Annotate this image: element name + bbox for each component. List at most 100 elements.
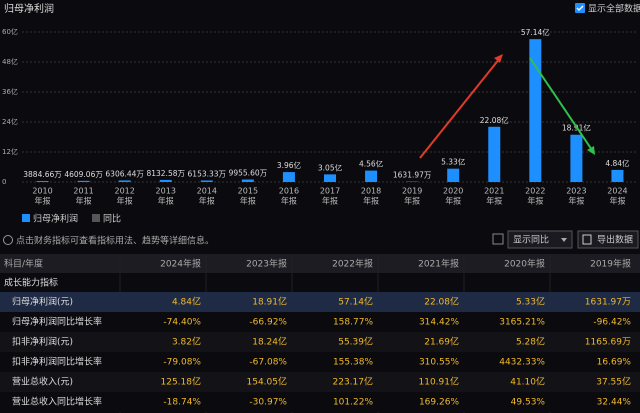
bar [529, 39, 542, 183]
value-label: 57.14亿 [521, 27, 550, 37]
cell: -18.74% [163, 398, 201, 408]
cell: -66.92% [249, 318, 287, 328]
row-label: 扣非净利润(元) [12, 336, 73, 348]
cell: 21.69亿 [424, 336, 459, 348]
cell: 1165.69万 [585, 338, 631, 348]
x-tick-label: 2013 [156, 187, 176, 196]
cell: -79.08% [163, 358, 201, 368]
x-tick-sublabel: 年报 [199, 196, 215, 206]
row-bg [0, 332, 640, 352]
arrow-head [494, 54, 503, 63]
cell: 158.77% [333, 318, 373, 328]
x-tick-sublabel: 年报 [609, 196, 625, 206]
table-header-bg [0, 254, 640, 273]
info-text: 点击财务指标可查看指标用法、趋势等详细信息。 [16, 235, 214, 247]
bar [200, 180, 213, 182]
row-bg [0, 292, 640, 312]
column-header: 科目/年度 [4, 258, 43, 270]
value-label: 4609.06万 [64, 170, 103, 179]
show-all-label[interactable]: 显示全部数据 [588, 3, 640, 15]
cell: 154.05亿 [247, 376, 288, 388]
value-label: 9955.60万 [229, 169, 268, 178]
legend-swatch [92, 214, 100, 222]
cell: 3165.21% [499, 318, 545, 328]
cell: 49.53% [511, 398, 546, 408]
arrow-down [529, 57, 593, 151]
cell: 314.42% [419, 318, 459, 328]
cell: 5.28亿 [516, 336, 545, 348]
x-tick-sublabel: 年报 [486, 196, 502, 206]
legend-label: 同比 [103, 213, 121, 225]
cell: 110.91亿 [419, 376, 460, 388]
table: 科目/年度 2024年报 2023年报 2022年报 2021年报 2020年报 2019年… [0, 254, 640, 413]
cell: -96.42% [593, 318, 631, 328]
cell: -74.40% [163, 318, 201, 328]
row-label: 归母净利润同比增长率 [12, 316, 102, 328]
checkbox[interactable] [575, 3, 585, 13]
x-tick-label: 2012 [114, 187, 134, 196]
cell: 310.55% [419, 358, 459, 368]
y-tick-label: 0 [2, 178, 6, 186]
cell: 223.17亿 [333, 376, 374, 388]
x-tick-sublabel: 年报 [568, 196, 584, 206]
legend-swatch [22, 214, 30, 222]
cell: -67.08% [249, 358, 287, 368]
bar [488, 126, 501, 182]
bar [324, 174, 336, 182]
y-tick-label: 60亿 [2, 27, 18, 36]
cell: 4.84亿 [172, 296, 201, 308]
bar [77, 180, 90, 182]
column-header: 2019年报 [590, 258, 631, 270]
cell: 37.55亿 [596, 376, 631, 388]
x-tick-label: 2017 [320, 187, 340, 196]
arrow-head [587, 146, 595, 155]
cell: 18.24亿 [252, 336, 287, 348]
value-label: 8132.58万 [146, 169, 185, 178]
bar [570, 134, 583, 182]
x-tick-label: 2024 [607, 187, 627, 196]
value-label: 3.05亿 [318, 162, 343, 172]
cell: 4432.33% [499, 358, 545, 368]
arrow-up [419, 57, 501, 159]
chart: 012亿24亿36亿48亿60亿2010年报2011年报2012年报2013年报… [2, 27, 638, 225]
x-tick-label: 2011 [73, 187, 93, 196]
y-tick-label: 36亿 [2, 87, 18, 96]
cell: 169.26% [419, 398, 459, 408]
cell: 16.69% [597, 358, 632, 368]
column-header: 2021年报 [418, 258, 459, 270]
value-label: 4.84亿 [605, 158, 630, 168]
x-tick-sublabel: 年报 [117, 196, 133, 206]
row-label: 营业总收入(元) [12, 376, 73, 388]
bar [611, 169, 624, 182]
row-label: 归母净利润(元) [12, 296, 73, 308]
value-label: 3884.66万 [23, 170, 62, 179]
bar [36, 181, 49, 182]
export-button[interactable] [577, 230, 639, 249]
value-label: 5.33亿 [441, 157, 466, 167]
cell: 1631.97万 [585, 298, 631, 308]
yoy-select[interactable] [507, 230, 573, 249]
cell: 5.33亿 [516, 296, 545, 308]
x-tick-sublabel: 年报 [158, 196, 174, 206]
x-tick-label: 2016 [279, 187, 299, 196]
cell: 32.44% [597, 398, 632, 408]
x-tick-sublabel: 年报 [322, 196, 338, 206]
x-tick-label: 2020 [443, 187, 463, 196]
cell: 18.91亿 [252, 296, 287, 308]
yoy-checkbox[interactable] [492, 233, 504, 245]
x-tick-label: 2023 [566, 187, 586, 196]
x-tick-label: 2021 [484, 187, 504, 196]
export-icon [582, 234, 592, 245]
bar [159, 179, 172, 182]
row-bg [0, 392, 640, 412]
row-label: 扣非净利润同比增长率 [12, 356, 102, 368]
yoy-label: 显示同比 [513, 234, 549, 246]
x-tick-sublabel: 年报 [445, 196, 461, 206]
value-label: 4.56亿 [359, 159, 384, 169]
y-tick-label: 24亿 [2, 117, 18, 126]
x-tick-label: 2018 [361, 187, 381, 196]
y-tick-label: 12亿 [2, 147, 18, 156]
x-tick-label: 2010 [32, 187, 52, 196]
cell: -30.97% [249, 398, 287, 408]
value-label: 22.08亿 [480, 115, 509, 125]
